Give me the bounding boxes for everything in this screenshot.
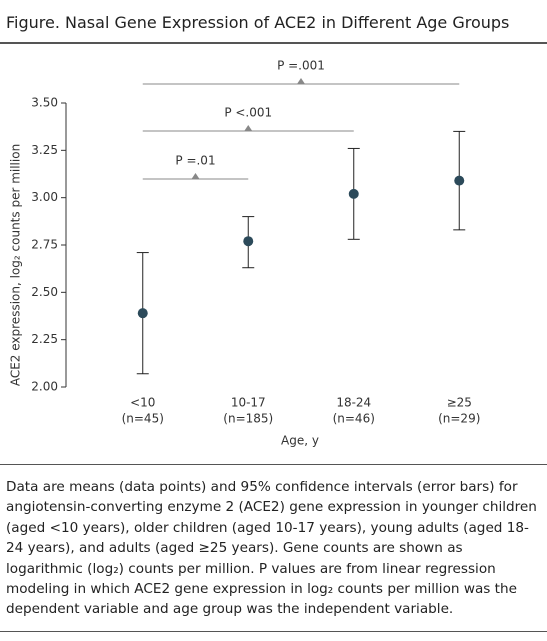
x-tick-count: (n=46) bbox=[333, 412, 375, 426]
y-tick-label: 3.00 bbox=[31, 190, 58, 204]
p-value-label: P =.01 bbox=[175, 154, 215, 168]
x-tick-count: (n=45) bbox=[122, 412, 164, 426]
x-tick-label: <10 bbox=[130, 396, 155, 410]
y-tick-label: 3.50 bbox=[31, 96, 58, 110]
bracket-marker bbox=[297, 78, 305, 84]
data-point bbox=[243, 236, 254, 247]
bracket-marker bbox=[244, 125, 253, 131]
y-tick-label: 2.50 bbox=[31, 285, 58, 299]
y-tick-label: 3.25 bbox=[31, 143, 58, 157]
y-tick-label: 2.25 bbox=[31, 332, 58, 346]
y-tick-label: 2.00 bbox=[31, 380, 58, 394]
x-tick-label: 18-24 bbox=[336, 396, 371, 410]
x-tick-label: 10-17 bbox=[231, 396, 266, 410]
x-axis-label: Age, y bbox=[281, 434, 319, 448]
y-tick-label: 2.75 bbox=[31, 238, 58, 252]
caption: Data are means (data points) and 95% con… bbox=[0, 464, 547, 632]
data-point bbox=[348, 188, 359, 199]
chart-title: Figure. Nasal Gene Expression of ACE2 in… bbox=[0, 0, 547, 44]
data-point bbox=[137, 308, 148, 319]
p-value-label: P =.001 bbox=[277, 59, 325, 73]
chart: 2.00 2.25 2.50 2.75 3.00 3.25 3.50 ACE2 express… bbox=[9, 59, 481, 448]
x-tick-count: (n=29) bbox=[438, 412, 480, 426]
data-point bbox=[454, 175, 465, 186]
y-axis-label: ACE2 expression, log₂ counts per million bbox=[9, 144, 23, 386]
x-tick-label: ≥25 bbox=[447, 396, 472, 410]
bracket-marker bbox=[191, 173, 200, 179]
x-tick-count: (n=185) bbox=[223, 412, 273, 426]
p-value-label: P <.001 bbox=[224, 106, 272, 120]
